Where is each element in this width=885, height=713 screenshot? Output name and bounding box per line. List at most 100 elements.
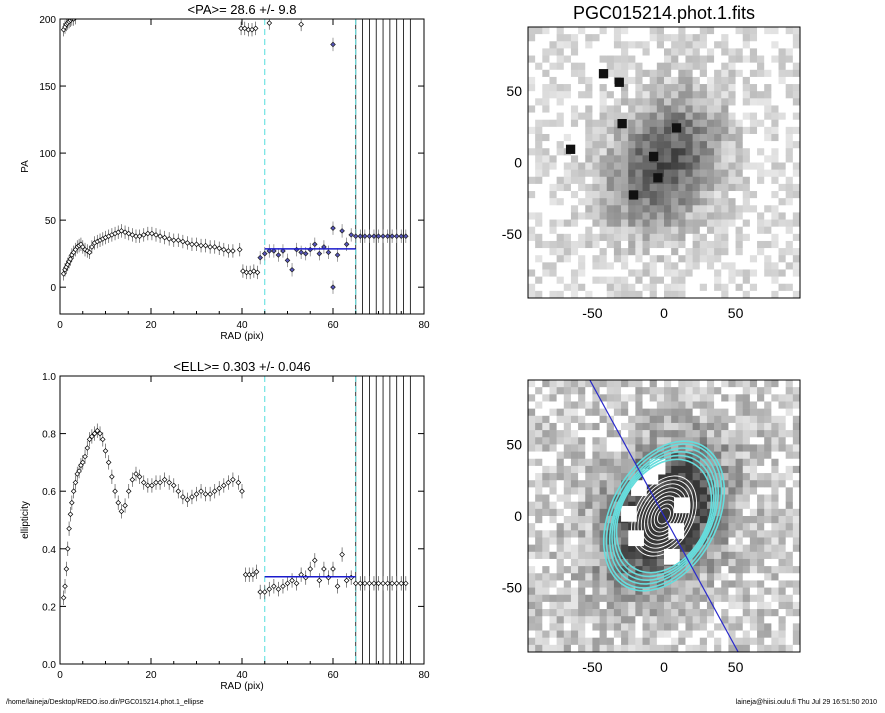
img2-pixel <box>757 587 765 596</box>
img1-pixel <box>528 84 536 92</box>
img1-pixel <box>692 105 701 113</box>
img1-pixel <box>706 41 715 49</box>
img2-pixel <box>635 623 643 631</box>
img1-pixel <box>764 84 772 92</box>
ell-data-point <box>170 482 177 489</box>
img2-pixel <box>771 523 779 531</box>
img2-pixel <box>678 487 686 495</box>
img2-pixel <box>578 458 586 467</box>
img1-pixel <box>664 55 672 63</box>
img2-pixel <box>699 616 708 624</box>
img1-pixel <box>721 112 729 121</box>
img2-pixel <box>542 601 550 610</box>
img2-pixel <box>642 558 650 567</box>
img1-pixel <box>714 155 722 163</box>
img1-pixel <box>592 119 600 128</box>
img2-pixel <box>706 380 715 388</box>
img1-pixel <box>728 34 736 42</box>
img2-pixel <box>678 644 686 652</box>
img1-pixel <box>699 69 708 78</box>
img1-pixel <box>757 76 765 85</box>
img2-pixel <box>771 501 779 510</box>
img2-pixel <box>556 573 565 581</box>
img2-pixel <box>570 580 579 588</box>
img2-masked-region <box>621 505 637 522</box>
img2-pixel <box>721 609 729 617</box>
img1-pixel <box>742 290 751 298</box>
img1-pixel <box>628 240 636 249</box>
img1-pixel <box>628 176 636 185</box>
pa-y-tick-label: 0 <box>50 283 56 294</box>
img1-pixel <box>671 269 679 277</box>
img2-pixel <box>613 437 622 445</box>
img2-pixel <box>570 437 579 445</box>
img1-pixel <box>692 155 701 163</box>
img1-pixel <box>699 169 708 178</box>
img1-pixel <box>664 148 672 156</box>
img2-pixel <box>714 401 722 409</box>
pa-data-point <box>175 237 182 244</box>
img2-isophote-ellipse <box>640 487 688 545</box>
img1-pixel <box>792 91 800 99</box>
img2-pixel <box>656 609 665 617</box>
img1-pixel <box>642 240 650 249</box>
img1-pixel <box>642 41 650 49</box>
pa-data-point <box>261 250 268 257</box>
img1-pixel <box>642 133 650 142</box>
img1-pixel <box>578 34 586 42</box>
img1-pixel <box>664 262 672 270</box>
pa-data-point <box>193 241 200 248</box>
img1-pixel <box>721 155 729 163</box>
img1-pixel <box>528 162 536 170</box>
img1-pixel <box>585 162 593 170</box>
img2-pixel <box>621 394 629 402</box>
img2-pixel <box>757 544 765 553</box>
img1-pixel <box>699 162 708 170</box>
img2-pixel <box>678 601 686 610</box>
img1-pixel <box>692 176 701 185</box>
img1-pixel <box>563 191 572 199</box>
img2-pixel <box>685 609 693 617</box>
img2-pixel <box>728 580 736 588</box>
img2-pixel <box>742 623 751 631</box>
img1-pixel <box>678 283 686 292</box>
img1-pixel <box>570 48 579 56</box>
img2-pixel <box>606 573 615 581</box>
img2-pixel <box>678 594 686 603</box>
img2-pixel <box>678 380 686 388</box>
img1-pixel <box>656 226 665 235</box>
ell-data-point <box>312 557 318 564</box>
img2-pixel <box>578 637 586 646</box>
img1-pixel <box>585 112 593 121</box>
img1-pixel <box>649 119 658 128</box>
img1-pixel <box>764 255 772 263</box>
img1-pixel <box>528 69 536 78</box>
img1-pixel <box>678 255 686 263</box>
img2-pixel <box>606 630 615 638</box>
pa-data-point <box>298 249 304 256</box>
img2-pixel <box>635 601 643 610</box>
img1-pixel <box>563 98 572 106</box>
img2-pixel <box>664 465 672 474</box>
img1-pixel <box>635 112 643 121</box>
img2-pixel <box>764 616 772 624</box>
img2-image-frame <box>527 379 801 653</box>
img1-pixel <box>664 119 672 128</box>
img2-pixel <box>528 558 536 567</box>
img2-pixel <box>628 644 636 652</box>
img1-pixel <box>613 262 622 270</box>
img2-pixel <box>556 580 565 588</box>
img2-pixel <box>678 551 686 560</box>
img2-pixel <box>570 465 579 474</box>
img1-pixel <box>771 240 779 249</box>
img1-pixel <box>785 255 794 263</box>
img1-pixel <box>749 183 758 192</box>
ell-data-point <box>275 586 282 592</box>
img2-pixel <box>621 616 629 624</box>
img1-pixel <box>757 205 765 213</box>
img2-pixel <box>699 566 708 574</box>
img1-pixel <box>621 240 629 249</box>
img1-pixel <box>699 41 708 49</box>
img2-pixel <box>563 516 572 524</box>
img1-pixel <box>628 269 636 277</box>
